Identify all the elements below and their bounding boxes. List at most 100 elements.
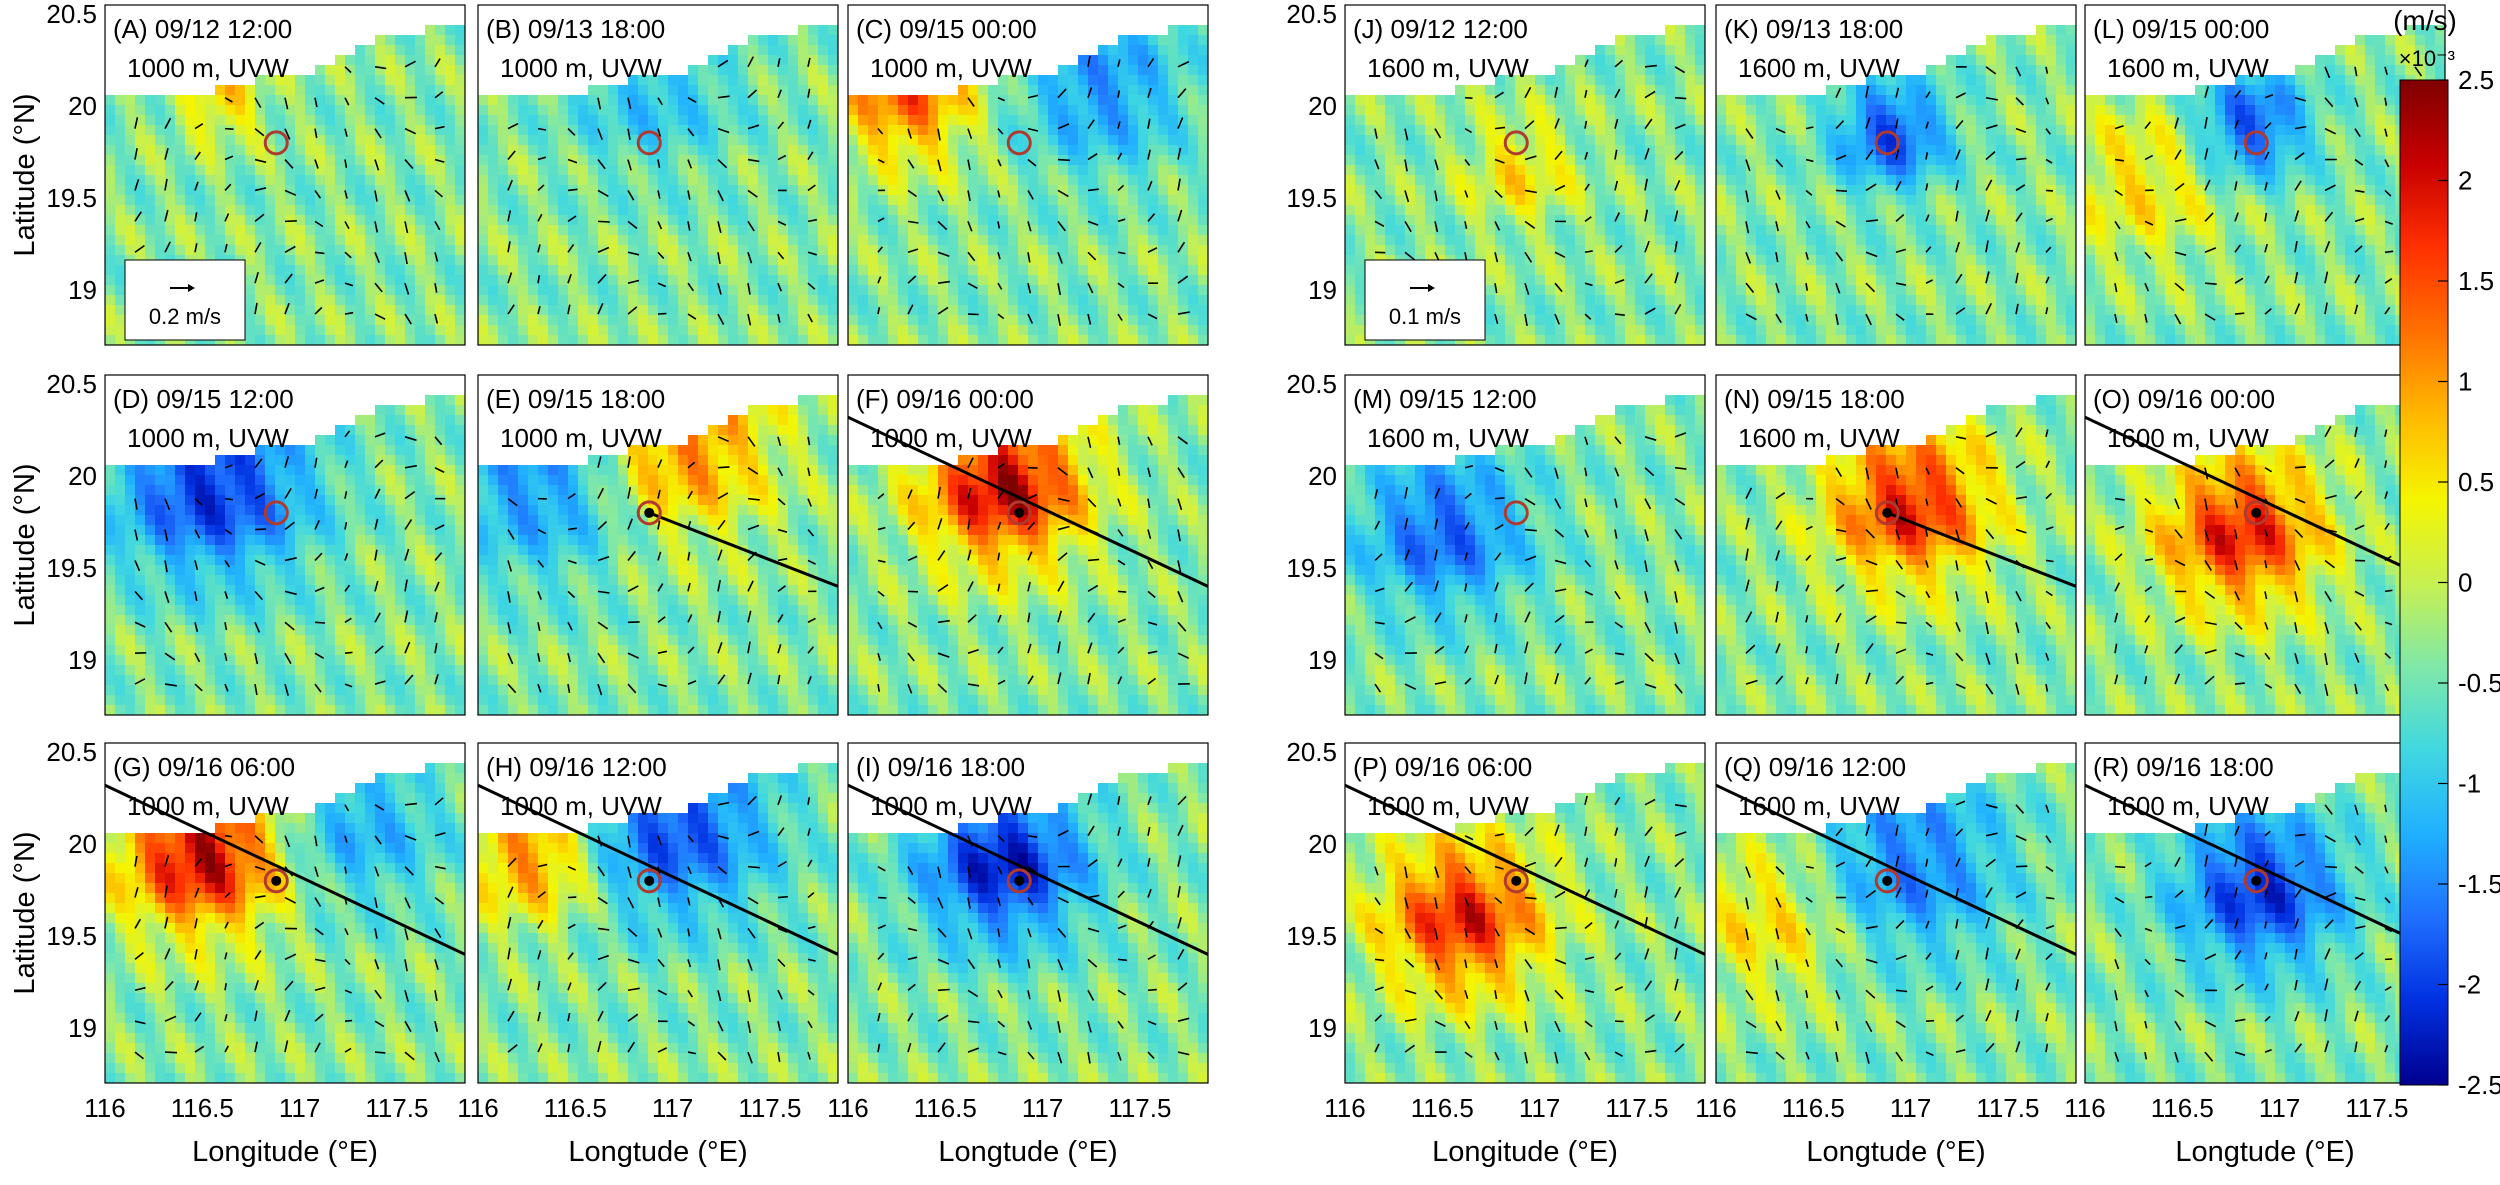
heat-cell xyxy=(608,585,619,596)
heat-cell xyxy=(938,255,949,266)
heat-cell xyxy=(528,465,539,476)
heat-cell xyxy=(728,305,739,316)
heat-cell xyxy=(828,125,838,136)
heat-cell xyxy=(778,45,789,56)
heat-cell xyxy=(668,475,679,486)
heat-cell xyxy=(658,535,669,546)
heat-cell xyxy=(708,165,719,176)
heat-cell xyxy=(255,605,266,616)
heat-cell xyxy=(1038,115,1049,126)
current-vector xyxy=(877,217,885,223)
heat-cell xyxy=(688,315,699,326)
heat-cell xyxy=(325,505,336,516)
heat-cell xyxy=(335,625,346,636)
heat-cell xyxy=(718,105,729,116)
heat-cell xyxy=(365,445,376,456)
heat-cell xyxy=(678,625,689,636)
heat-cell xyxy=(708,245,719,256)
heat-cell xyxy=(175,635,186,646)
heat-cell xyxy=(798,25,809,36)
heat-cell xyxy=(798,305,809,316)
heat-cell xyxy=(335,425,346,436)
heat-cell xyxy=(435,245,446,256)
heat-cell xyxy=(498,655,509,666)
heat-cell xyxy=(598,515,609,526)
heat-cell xyxy=(648,465,659,476)
heat-cell xyxy=(688,195,699,206)
heat-cell xyxy=(1178,235,1189,246)
heat-cell xyxy=(1108,275,1119,286)
current-vector xyxy=(374,128,382,139)
heat-cell xyxy=(1018,335,1029,345)
heat-cell xyxy=(1008,225,1019,236)
heat-cell xyxy=(598,525,609,536)
heat-cell xyxy=(738,155,749,166)
current-vector xyxy=(404,60,416,68)
heat-cell xyxy=(828,85,838,96)
heat-cell xyxy=(385,675,396,686)
heat-cell xyxy=(608,705,619,715)
heat-cell xyxy=(235,545,246,556)
heat-cell xyxy=(345,605,356,616)
current-vector xyxy=(314,652,325,659)
heat-cell xyxy=(538,265,549,276)
heat-cell xyxy=(718,55,729,66)
heat-cell xyxy=(345,655,356,666)
heat-cell xyxy=(215,195,226,206)
heat-cell xyxy=(568,195,579,206)
current-vector xyxy=(284,557,297,562)
heat-cell xyxy=(105,685,116,696)
heat-cell xyxy=(435,215,446,226)
heat-cell xyxy=(578,585,589,596)
heat-cell xyxy=(215,215,226,226)
heat-cell xyxy=(1128,85,1139,96)
heat-cell xyxy=(1028,185,1039,196)
heat-cell xyxy=(315,285,326,296)
heat-cell xyxy=(938,115,949,126)
heat-cell xyxy=(638,455,649,466)
current-vector xyxy=(434,552,443,561)
heat-cell xyxy=(195,675,206,686)
heat-cell xyxy=(145,205,156,216)
heat-cell xyxy=(918,295,929,306)
heat-cell xyxy=(1158,85,1169,96)
heat-cell xyxy=(365,545,376,556)
heat-cell xyxy=(978,275,989,286)
heat-cell xyxy=(978,205,989,216)
heat-cell xyxy=(235,135,246,146)
heat-cell xyxy=(1168,145,1179,156)
heat-cell xyxy=(315,565,326,576)
heat-cell xyxy=(435,495,446,506)
heat-cell xyxy=(275,565,286,576)
heat-cell xyxy=(758,35,769,46)
heat-cell xyxy=(285,175,296,186)
heat-cell xyxy=(788,215,799,226)
heat-cell xyxy=(405,225,416,236)
current-vector xyxy=(777,58,781,67)
heat-cell xyxy=(255,135,266,146)
heat-cell xyxy=(928,255,939,266)
heat-cell xyxy=(998,305,1009,316)
heat-cell xyxy=(648,165,659,176)
heat-cell xyxy=(718,295,729,306)
heat-cell xyxy=(568,95,579,106)
heat-cell xyxy=(848,105,859,116)
panel-label: (D) 09/15 12:00 xyxy=(113,384,294,414)
heat-cell xyxy=(978,105,989,116)
heat-cell xyxy=(245,505,256,516)
current-vector xyxy=(164,209,169,222)
heat-cell xyxy=(225,195,236,206)
current-vector xyxy=(254,458,263,469)
heat-cell xyxy=(968,115,979,126)
heat-cell xyxy=(518,615,529,626)
heat-cell xyxy=(435,545,446,556)
heat-cell xyxy=(375,195,386,206)
heat-cell xyxy=(1128,315,1139,326)
heat-cell xyxy=(658,495,669,506)
heat-cell xyxy=(1108,95,1119,106)
heat-cell xyxy=(568,565,579,576)
heat-cell xyxy=(225,595,236,606)
heat-cell xyxy=(528,505,539,516)
heat-cell xyxy=(205,115,216,126)
heat-cell xyxy=(598,255,609,266)
